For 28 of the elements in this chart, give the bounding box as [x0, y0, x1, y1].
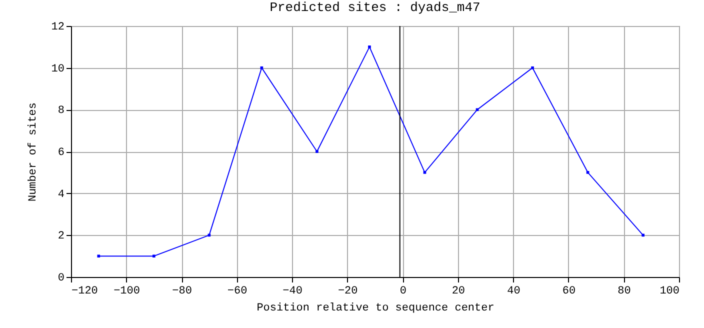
x-tick-label: −120 [72, 286, 98, 298]
x-tick-label: −100 [114, 286, 140, 298]
x-tick-label: −20 [338, 286, 358, 298]
x-tick-label: 60 [562, 286, 576, 298]
y-tick-label: 8 [58, 105, 64, 118]
y-tick-label: 4 [58, 188, 65, 201]
point [97, 254, 100, 258]
y-tick-label: 10 [51, 63, 64, 76]
x-tick-label: 40 [507, 286, 520, 298]
x-tick-label: 0 [400, 286, 406, 298]
point [586, 171, 590, 174]
point [531, 66, 534, 70]
x-axis-title: Position relative to sequence center [256, 302, 494, 314]
x-tick-label: −80 [172, 286, 192, 298]
x-tick-label: −60 [227, 286, 248, 298]
point [423, 171, 426, 174]
y-tick-label: 6 [58, 147, 64, 159]
x-tick-label: 100 [660, 286, 680, 298]
y-axis-title: Number of sites [27, 102, 40, 202]
y-tick-label: 2 [58, 230, 64, 243]
x-tick-label: 20 [452, 286, 466, 298]
x-tick-label: −40 [282, 286, 302, 298]
y-tick-label: 12 [51, 22, 64, 34]
point [642, 234, 644, 237]
chart-title: Predicted sites : dyads_m47 [270, 0, 480, 15]
y-tick-label: 0 [58, 272, 64, 284]
x-tick-label: 80 [618, 286, 631, 298]
line-series [97, 46, 644, 258]
